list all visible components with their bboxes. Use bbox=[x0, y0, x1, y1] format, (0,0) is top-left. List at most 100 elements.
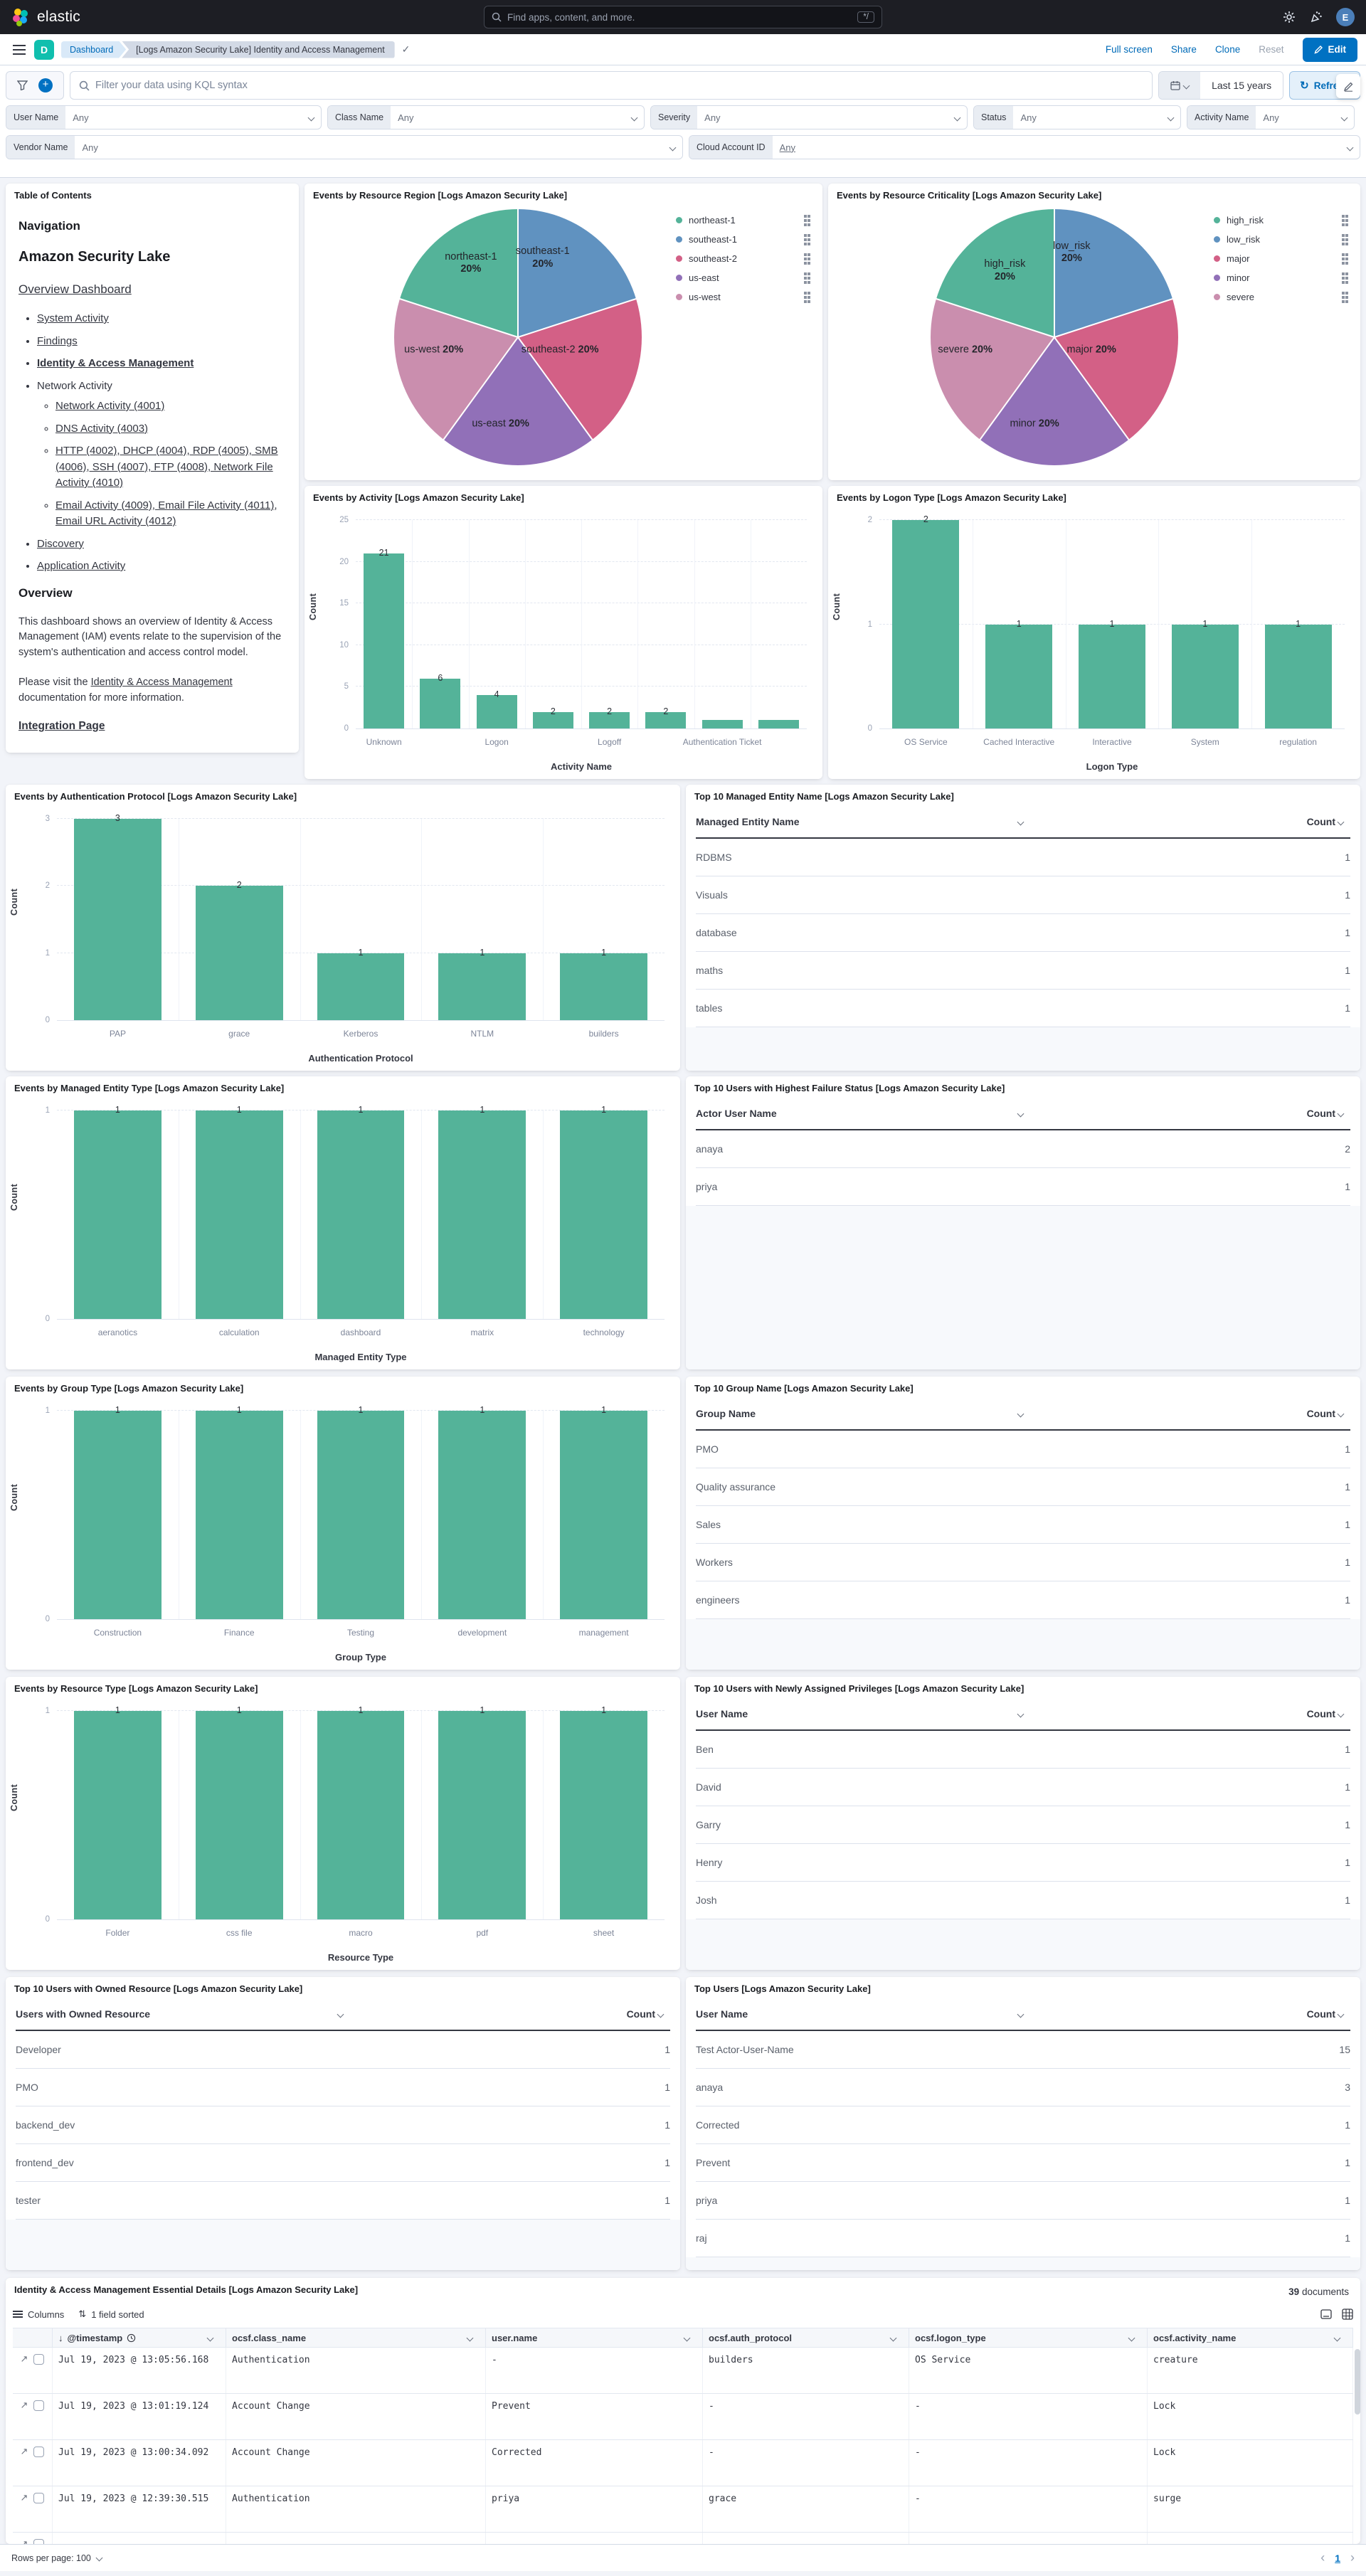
panel-title[interactable]: Events by Resource Region [Logs Amazon S… bbox=[313, 190, 568, 201]
menu-hamburger-icon[interactable] bbox=[13, 48, 26, 51]
panel-title[interactable]: Top 10 Users with Owned Resource [Logs A… bbox=[14, 1983, 303, 1994]
toc-link[interactable]: Email Activity (4009), Email File Activi… bbox=[55, 499, 277, 528]
expand-row-icon[interactable]: ↗ bbox=[21, 2539, 28, 2544]
legend-menu-icon[interactable] bbox=[804, 276, 807, 280]
dashboard-app-icon[interactable]: D bbox=[34, 39, 54, 60]
bar[interactable] bbox=[317, 1411, 405, 1619]
sorted-fields-button[interactable]: ⇅ 1 field sorted bbox=[78, 2309, 144, 2320]
legend-item[interactable]: severe bbox=[1214, 287, 1349, 307]
bar[interactable] bbox=[532, 711, 573, 728]
legend-item[interactable]: low_risk bbox=[1214, 230, 1349, 249]
panel-title[interactable]: Events by Group Type [Logs Amazon Securi… bbox=[14, 1383, 244, 1394]
column-header-group-name[interactable]: Group Name bbox=[696, 1408, 1036, 1419]
settings-gear-icon[interactable] bbox=[1282, 10, 1296, 24]
bar[interactable] bbox=[73, 1111, 162, 1319]
toc-link-overview-dashboard[interactable]: Overview Dashboard bbox=[18, 282, 132, 296]
column-header-count[interactable]: Count bbox=[1307, 1108, 1350, 1119]
bar[interactable] bbox=[195, 1111, 283, 1319]
toc-link[interactable]: Discovery bbox=[37, 537, 84, 550]
bar[interactable] bbox=[560, 1411, 648, 1619]
panel-title[interactable]: Top 10 Users with Newly Assigned Privile… bbox=[694, 1683, 1024, 1694]
grid-density-icon[interactable] bbox=[1342, 2309, 1353, 2320]
doc-column-header-ocsflogon_type[interactable]: ocsf.logon_type bbox=[909, 2328, 1148, 2347]
bar[interactable] bbox=[438, 1411, 526, 1619]
filter-control-user-name[interactable]: User Name Any bbox=[6, 105, 322, 129]
edit-button[interactable]: Edit bbox=[1302, 37, 1357, 62]
select-row-checkbox[interactable] bbox=[33, 2447, 45, 2457]
bar[interactable] bbox=[364, 553, 405, 728]
column-header-count[interactable]: Count bbox=[1307, 1408, 1350, 1419]
panel-title[interactable]: Top Users [Logs Amazon Security Lake] bbox=[694, 1983, 871, 1994]
select-row-checkbox[interactable] bbox=[33, 2493, 45, 2503]
panel-title[interactable]: Events by Logon Type [Logs Amazon Securi… bbox=[837, 492, 1066, 503]
global-search-input[interactable] bbox=[507, 11, 858, 23]
column-header-user-name[interactable]: User Name bbox=[696, 1708, 1036, 1719]
panel-title[interactable]: Table of Contents bbox=[14, 190, 92, 201]
bar[interactable] bbox=[195, 1411, 283, 1619]
toc-link[interactable]: DNS Activity (4003) bbox=[55, 422, 149, 435]
bar[interactable] bbox=[985, 624, 1053, 728]
bar[interactable] bbox=[589, 711, 630, 728]
filter-control-class-name[interactable]: Class Name Any bbox=[327, 105, 645, 129]
filter-control-vendor-name[interactable]: Vendor Name Any bbox=[6, 135, 683, 159]
vertical-scrollbar[interactable] bbox=[1355, 2349, 1360, 2415]
panel-title[interactable]: Events by Resource Type [Logs Amazon Sec… bbox=[14, 1683, 258, 1694]
legend-menu-icon[interactable] bbox=[804, 257, 807, 260]
add-filter-button[interactable]: + bbox=[38, 78, 53, 92]
next-page-button[interactable]: › bbox=[1350, 2550, 1355, 2565]
column-header-count[interactable]: Count bbox=[1307, 2008, 1350, 2020]
toc-link-iam-docs[interactable]: Identity & Access Management bbox=[90, 676, 233, 688]
column-header-user-name[interactable]: User Name bbox=[696, 2008, 1036, 2020]
bar[interactable] bbox=[438, 1111, 526, 1319]
column-header-managed-entity-name[interactable]: Managed Entity Name bbox=[696, 816, 1036, 827]
bar[interactable] bbox=[1264, 624, 1332, 728]
filter-control-severity[interactable]: Severity Any bbox=[650, 105, 968, 129]
panel-title[interactable]: Top 10 Users with Highest Failure Status… bbox=[694, 1083, 1005, 1093]
filter-control-status[interactable]: Status Any bbox=[973, 105, 1181, 129]
column-header-users-with-owned-resource[interactable]: Users with Owned Resource bbox=[16, 2008, 356, 2020]
column-header-count[interactable]: Count bbox=[1307, 1708, 1350, 1719]
bar[interactable] bbox=[560, 953, 648, 1020]
doc-column-header-timestamp[interactable]: ↓ @timestamp bbox=[53, 2328, 226, 2347]
legend-item[interactable]: major bbox=[1214, 249, 1349, 268]
bar[interactable] bbox=[701, 720, 743, 728]
legend-menu-icon[interactable] bbox=[804, 218, 807, 222]
toc-link[interactable]: System Activity bbox=[37, 312, 109, 324]
legend-item[interactable]: us-west bbox=[676, 287, 811, 307]
calendar-button[interactable] bbox=[1159, 72, 1201, 99]
bar[interactable] bbox=[420, 678, 461, 728]
time-range-button[interactable]: Last 15 years bbox=[1200, 72, 1283, 99]
doc-column-header-ocsfauth_protocol[interactable]: ocsf.auth_protocol bbox=[703, 2328, 909, 2347]
legend-item[interactable]: minor bbox=[1214, 268, 1349, 287]
breadcrumb-dashboard[interactable]: Dashboard bbox=[61, 41, 126, 58]
panel-title[interactable]: Events by Authentication Protocol [Logs … bbox=[14, 791, 297, 802]
panel-title[interactable]: Top 10 Group Name [Logs Amazon Security … bbox=[694, 1383, 914, 1394]
kql-query-bar[interactable] bbox=[70, 71, 1153, 100]
legend-menu-icon[interactable] bbox=[804, 238, 807, 241]
bar[interactable] bbox=[560, 1111, 648, 1319]
bar[interactable] bbox=[317, 1711, 405, 1919]
bar[interactable] bbox=[438, 953, 526, 1020]
expand-row-icon[interactable]: ↗ bbox=[20, 2447, 28, 2457]
global-search[interactable]: */ bbox=[484, 6, 882, 28]
legend-menu-icon[interactable] bbox=[1342, 238, 1345, 241]
edit-filters-button[interactable] bbox=[1336, 74, 1360, 98]
bar[interactable] bbox=[1171, 624, 1239, 728]
toc-link-integration-page[interactable]: Integration Page bbox=[18, 720, 105, 733]
bar[interactable] bbox=[476, 695, 517, 728]
share-button[interactable]: Share bbox=[1170, 44, 1197, 55]
legend-menu-icon[interactable] bbox=[1342, 218, 1345, 222]
bar[interactable] bbox=[73, 1711, 162, 1919]
select-row-checkbox[interactable] bbox=[33, 2400, 45, 2411]
legend-menu-icon[interactable] bbox=[1342, 276, 1345, 280]
toc-link[interactable]: Application Activity bbox=[37, 560, 126, 572]
expand-row-icon[interactable]: ↗ bbox=[20, 2493, 28, 2503]
bar[interactable] bbox=[645, 711, 687, 728]
reset-button[interactable]: Reset bbox=[1259, 44, 1284, 55]
select-row-checkbox[interactable] bbox=[33, 2354, 45, 2365]
legend-item[interactable]: southeast-2 bbox=[676, 249, 811, 268]
toc-link[interactable]: Network Activity (4001) bbox=[55, 400, 165, 412]
bar[interactable] bbox=[195, 886, 283, 1020]
column-header-count[interactable]: Count bbox=[627, 2008, 670, 2020]
bar[interactable] bbox=[758, 720, 799, 728]
